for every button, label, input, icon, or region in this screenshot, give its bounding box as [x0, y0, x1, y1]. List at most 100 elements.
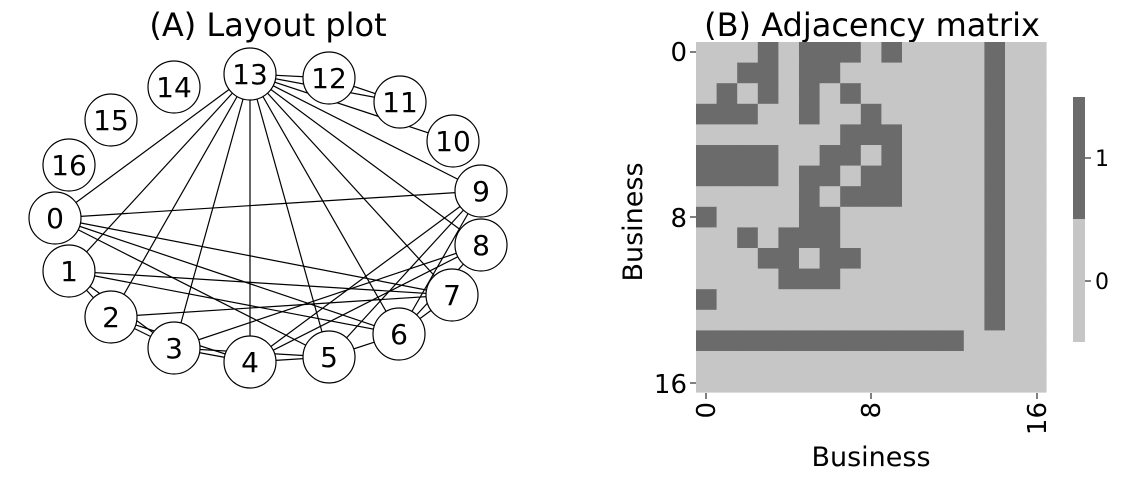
graph-edge — [54, 217, 453, 296]
heatmap-cell — [922, 227, 944, 249]
heatmap-cell — [922, 165, 944, 187]
graph-node: 3 — [147, 321, 201, 375]
heatmap-cell — [922, 145, 944, 166]
y-axis-label: Business — [618, 162, 649, 281]
heatmap-cell — [963, 289, 985, 311]
heatmap-cell — [1025, 124, 1047, 146]
graph-edge — [249, 73, 482, 192]
heatmap-cell — [984, 62, 1006, 84]
graph-node-circle — [454, 164, 508, 218]
heatmap-cell — [819, 206, 841, 228]
heatmap-cell — [902, 330, 923, 352]
heatmap-cell — [716, 42, 738, 63]
heatmap-cell — [881, 309, 903, 331]
heatmap-cell — [922, 124, 944, 146]
heatmap-cell — [922, 62, 944, 84]
heatmap-cell — [963, 124, 985, 146]
heatmap-cell — [902, 351, 923, 372]
heatmap-cell — [902, 42, 923, 63]
heatmap-cell — [757, 309, 779, 331]
heatmap-cell — [696, 145, 717, 166]
heatmap-cell — [1005, 103, 1026, 125]
heatmap-cell — [943, 42, 965, 63]
heatmap-cell — [943, 227, 965, 249]
colorbar-tick-label: 1 — [1095, 147, 1109, 172]
heatmap-cell — [778, 83, 800, 105]
graph-node-circle — [147, 321, 201, 375]
heatmap-cell — [902, 62, 923, 84]
heatmap-cell — [943, 371, 965, 393]
heatmap-cell — [922, 371, 944, 393]
heatmap-cell — [922, 351, 944, 372]
heatmap-cell — [819, 145, 841, 166]
heatmap-cell — [860, 83, 882, 105]
graph-edge — [68, 270, 400, 335]
graph-node-circle — [84, 290, 138, 344]
heatmap-cell — [716, 309, 738, 331]
heatmap-cell — [963, 145, 985, 166]
heatmap-cell — [819, 83, 841, 105]
heatmap-cell — [757, 351, 779, 372]
heatmap-cell — [716, 330, 738, 352]
heatmap-cell — [840, 268, 862, 290]
heatmap-cell — [716, 206, 738, 228]
heatmap-cell — [716, 83, 738, 105]
colorbar-tick-label: 0 — [1095, 270, 1109, 295]
graph-node-circle — [223, 335, 277, 389]
y-tick-label: 8 — [670, 204, 687, 234]
heatmap-cell — [757, 83, 779, 105]
heatmap-cell — [819, 62, 841, 84]
graph-edge — [68, 270, 453, 296]
heatmap-cell — [1005, 330, 1026, 352]
heatmap-cell — [902, 186, 923, 208]
graph-edge — [54, 217, 330, 358]
graph-node-label: 12 — [311, 62, 347, 95]
colorbar-segment-zero — [1073, 219, 1085, 342]
heatmap-cell — [860, 145, 882, 166]
heatmap-cell — [778, 124, 800, 146]
heatmap-cell — [881, 330, 903, 352]
heatmap-cell — [902, 248, 923, 269]
heatmap-cell — [737, 165, 759, 187]
heatmap-cell — [840, 145, 862, 166]
heatmap-cell — [799, 268, 820, 290]
heatmap-cell — [840, 330, 862, 352]
heatmap-cell — [902, 83, 923, 105]
graph-node-circle — [42, 138, 96, 192]
heatmap-cell — [737, 42, 759, 63]
heatmap-cell — [840, 124, 862, 146]
heatmap-cell — [840, 371, 862, 393]
heatmap-cell — [778, 165, 800, 187]
graph-node-label: 3 — [165, 332, 183, 365]
graph-node-label: 8 — [472, 229, 490, 262]
heatmap-cell — [840, 227, 862, 249]
heatmap-cell — [737, 83, 759, 105]
heatmap-cell — [984, 289, 1006, 311]
heatmap-cell — [799, 309, 820, 331]
heatmap-cell — [963, 351, 985, 372]
heatmap-cell — [1005, 186, 1026, 208]
heatmap-cell — [840, 103, 862, 125]
heatmap-cell — [943, 309, 965, 331]
heatmap-cell — [943, 145, 965, 166]
heatmap-cell — [881, 248, 903, 269]
heatmap-cell — [1025, 309, 1047, 331]
graph-node: 6 — [372, 307, 426, 361]
heatmap-cell — [1005, 62, 1026, 84]
colorbar: 1 0 — [1073, 97, 1109, 342]
graph-node-label: 5 — [320, 341, 338, 374]
heatmap-cell — [984, 124, 1006, 146]
heatmap-cell — [963, 330, 985, 352]
heatmap-cell — [963, 268, 985, 290]
graph-edge — [249, 73, 400, 335]
x-axis-label: Business — [811, 442, 930, 473]
graph-node: 12 — [302, 51, 356, 105]
heatmap-cell — [881, 145, 903, 166]
heatmap-cell — [737, 206, 759, 228]
heatmap-cell — [963, 248, 985, 269]
heatmap-cell — [840, 83, 862, 105]
heatmap-cell — [778, 289, 800, 311]
heatmap-cell — [1025, 268, 1047, 290]
heatmap-cell — [984, 248, 1006, 269]
heatmap-cell — [902, 309, 923, 331]
